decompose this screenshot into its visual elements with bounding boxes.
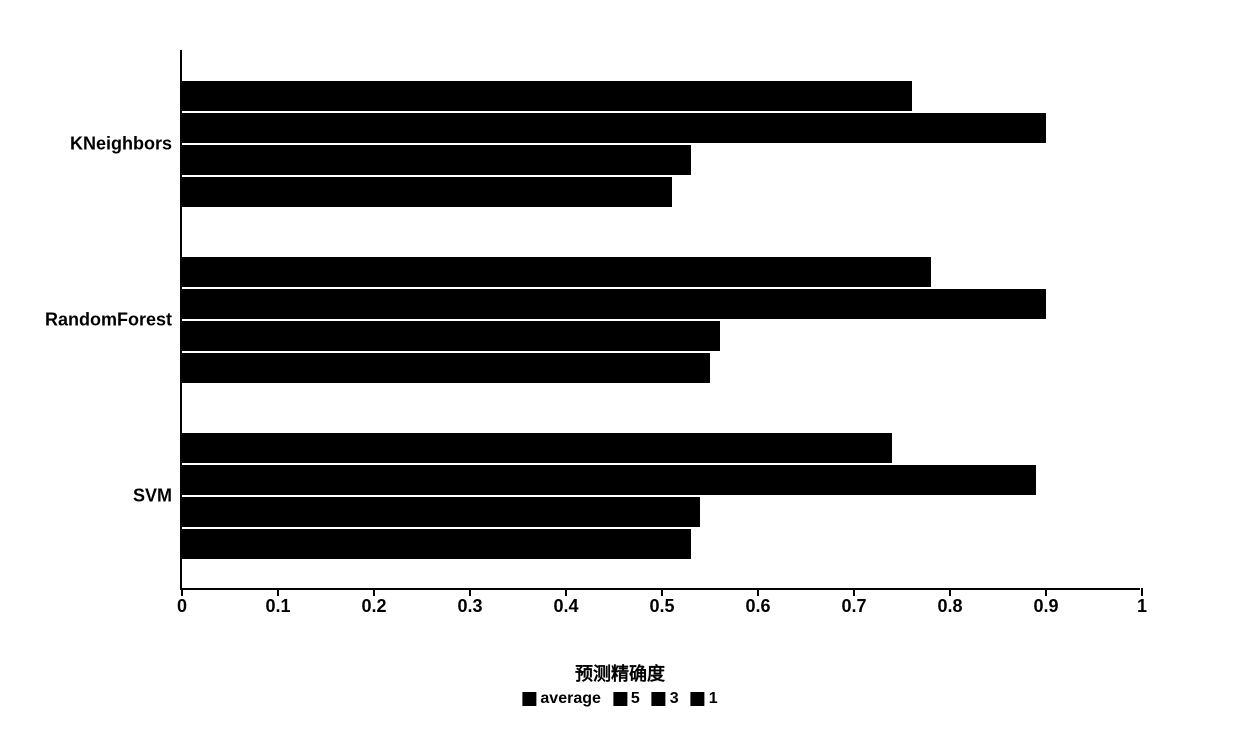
- bar: [182, 257, 931, 287]
- x-tick-mark: [1141, 588, 1143, 596]
- x-tick-mark: [565, 588, 567, 596]
- bar: [182, 177, 672, 207]
- legend-label: 3: [670, 690, 679, 708]
- x-tick-label: 0.8: [937, 596, 962, 617]
- legend-item-average: average: [522, 690, 601, 708]
- legend: 预测精确度 average 5 3 1: [522, 660, 717, 708]
- x-tick-label: 0.2: [361, 596, 386, 617]
- legend-item-5: 5: [613, 690, 640, 708]
- bar: [182, 529, 691, 559]
- bar: [182, 465, 1036, 495]
- x-tick-mark: [469, 588, 471, 596]
- legend-title: 预测精确度: [522, 660, 717, 686]
- x-tick-mark: [181, 588, 183, 596]
- plot-area: 00.10.20.30.40.50.60.70.80.91KNeighborsR…: [180, 50, 1140, 590]
- x-tick-mark: [373, 588, 375, 596]
- legend-swatch-icon: [613, 692, 627, 706]
- x-tick-label: 0.6: [745, 596, 770, 617]
- x-tick-mark: [661, 588, 663, 596]
- x-tick-mark: [277, 588, 279, 596]
- x-tick-label: 0.4: [553, 596, 578, 617]
- legend-item-3: 3: [652, 690, 679, 708]
- legend-label: 1: [709, 690, 718, 708]
- x-tick-label: 0.9: [1033, 596, 1058, 617]
- bar: [182, 497, 700, 527]
- chart-container: 0 0.1 0.2 0.3 0.4 0.5 0.6 0.7 0.8 0.9 1 KNeighbors R…: [0, 0, 1240, 749]
- x-tick-mark: [757, 588, 759, 596]
- x-tick-label: 0.3: [457, 596, 482, 617]
- legend-items: average 5 3 1: [522, 690, 717, 708]
- bar: [182, 81, 912, 111]
- y-category-label: KNeighbors: [70, 134, 172, 155]
- legend-swatch-icon: [652, 692, 666, 706]
- bar: [182, 433, 892, 463]
- y-category-label: SVM: [133, 486, 172, 507]
- y-category-label: RandomForest: [45, 310, 172, 331]
- bar: [182, 289, 1046, 319]
- x-tick-mark: [1045, 588, 1047, 596]
- x-tick-label: 0.1: [265, 596, 290, 617]
- bar: [182, 353, 710, 383]
- bar: [182, 113, 1046, 143]
- bar: [182, 145, 691, 175]
- legend-swatch-icon: [691, 692, 705, 706]
- x-tick-label: 0: [177, 596, 187, 617]
- legend-item-1: 1: [691, 690, 718, 708]
- x-tick-label: 0.5: [649, 596, 674, 617]
- x-tick-label: 0.7: [841, 596, 866, 617]
- x-tick-mark: [853, 588, 855, 596]
- bar: [182, 321, 720, 351]
- legend-label: average: [540, 690, 601, 708]
- x-tick-label: 1: [1137, 596, 1147, 617]
- legend-label: 5: [631, 690, 640, 708]
- x-tick-mark: [949, 588, 951, 596]
- legend-swatch-icon: [522, 692, 536, 706]
